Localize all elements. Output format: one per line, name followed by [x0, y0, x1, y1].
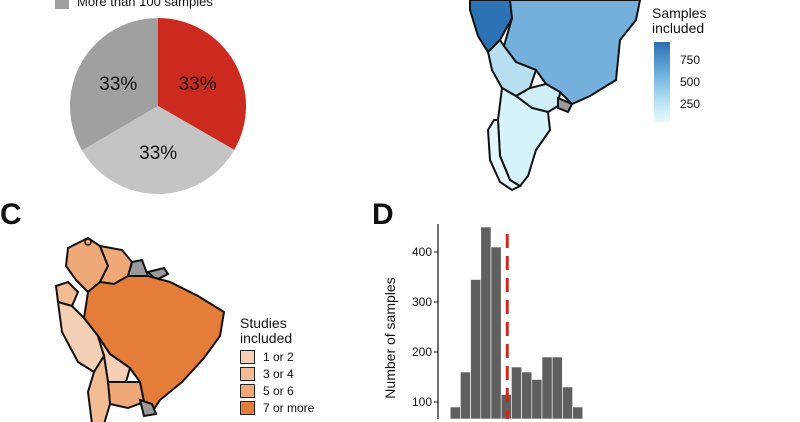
legend-title-line: included: [652, 20, 705, 36]
scale-label: 750: [680, 53, 701, 67]
pie-slice: [158, 18, 246, 150]
pie-legend-item: More than 100 samples: [55, 0, 213, 9]
histogram-bar: [490, 246, 502, 419]
legend-label: More than 100 samples: [77, 0, 213, 9]
pie-slice-label: 33%: [179, 74, 217, 95]
studies-legend-item: 5 or 6: [240, 384, 294, 398]
scale-tick: [670, 52, 676, 53]
map-samples: [469, 0, 642, 192]
map-studies: [54, 236, 226, 422]
legend-label: 3 or 4: [263, 367, 294, 381]
legend-swatch: [240, 384, 255, 398]
map-region: [138, 398, 158, 418]
panel-letter-c: C: [0, 198, 22, 231]
legend-label: 7 or more: [263, 401, 315, 415]
studies-legend-item: 7 or more: [240, 401, 314, 415]
map-region: [86, 353, 112, 422]
scale-tick: [670, 96, 676, 97]
histogram-bar: [551, 356, 563, 419]
y-tick-label: 400: [412, 245, 432, 259]
map-region: [557, 96, 574, 114]
legend-title-line: included: [240, 330, 293, 346]
scale-tick: [670, 74, 676, 75]
legend-label: 5 or 6: [263, 384, 294, 398]
y-tick-label: 100: [412, 395, 432, 409]
studies-legend-title: Studies included: [240, 316, 292, 346]
pie-slice: [81, 106, 235, 195]
pie-slice: [70, 18, 158, 151]
map-region: [54, 280, 80, 308]
legend-swatch: [240, 350, 255, 364]
pie-chart: 33% 33% 33%: [70, 18, 246, 195]
map-island: [84, 238, 92, 246]
histogram-bar: [460, 371, 471, 419]
legend-swatch: [240, 401, 255, 415]
histogram-bar: [480, 226, 492, 419]
legend-title-line: Samples: [652, 5, 707, 21]
histogram-bar: [521, 371, 533, 419]
legend-title-line: Studies: [240, 315, 287, 331]
pie-slice-label: 33%: [139, 143, 177, 164]
histogram-bar: [531, 379, 543, 419]
histogram: Number of samples 100 200 300 400: [382, 224, 584, 419]
histogram-bar: [541, 356, 553, 419]
samples-color-scale: [654, 42, 670, 122]
pie-slice-label: 33%: [99, 74, 137, 95]
legend-label: 1 or 2: [263, 350, 294, 364]
scale-label: 250: [680, 97, 701, 111]
samples-legend-title: Samples included: [652, 6, 706, 36]
histogram-bar: [572, 406, 584, 419]
studies-legend-item: 1 or 2: [240, 350, 294, 364]
legend-swatch: [55, 0, 69, 9]
histogram-bar: [511, 366, 522, 419]
map-region: [486, 119, 523, 192]
histogram-bar: [562, 386, 573, 419]
y-tick-label: 200: [412, 345, 432, 359]
legend-swatch: [240, 367, 255, 381]
y-axis-label: Number of samples: [382, 277, 398, 398]
scale-label: 500: [680, 75, 701, 89]
y-tick-label: 300: [412, 295, 432, 309]
map-region: [106, 381, 146, 410]
histogram-bar: [449, 406, 461, 419]
studies-legend-item: 3 or 4: [240, 367, 294, 381]
panel-letter-d: D: [372, 198, 394, 231]
histogram-bar: [470, 279, 482, 419]
